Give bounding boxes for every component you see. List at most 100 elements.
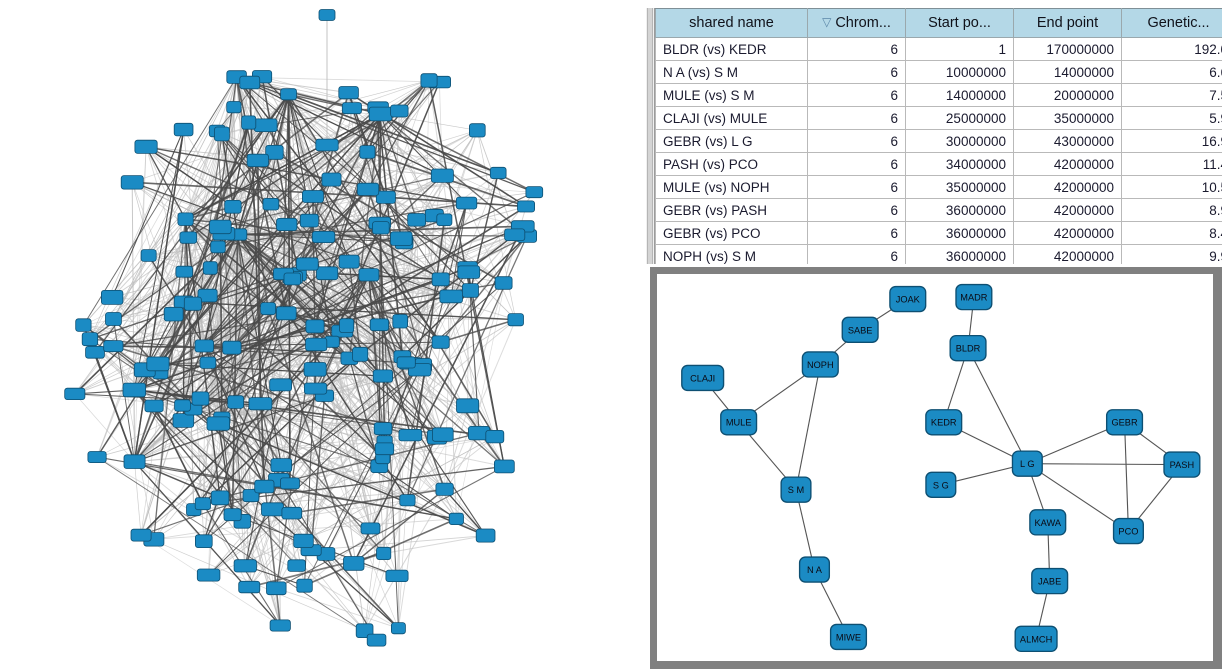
main-network-node[interactable] [279,477,300,490]
cell-genetic[interactable]: 5.9 [1121,106,1222,130]
cell-start_point[interactable]: 35000000 [905,175,1014,199]
main-network-edge[interactable] [183,271,384,459]
cell-chromosome[interactable]: 6 [807,175,906,199]
main-network-node[interactable] [241,115,257,130]
subnetwork-node-l-g[interactable]: L G [1011,450,1043,477]
table-vertical-scrollbar[interactable] [646,8,655,264]
main-network-node[interactable] [183,296,202,311]
main-network-edge[interactable] [202,503,250,588]
node-shape[interactable] [955,283,993,311]
main-network-node[interactable] [64,387,86,401]
edge-attribute-table-panel[interactable]: shared name ▽ Chrom... Start po... End po… [646,8,1222,264]
node-shape[interactable] [1112,517,1144,545]
main-network-edge[interactable] [134,461,221,499]
main-network-edge[interactable] [96,456,399,629]
main-network-edge[interactable] [450,203,468,297]
cell-chromosome[interactable]: 6 [807,198,906,222]
main-network-edge[interactable] [440,318,516,343]
cell-end_point[interactable]: 170000000 [1013,37,1122,61]
main-network-node[interactable] [407,213,427,227]
cell-start_point[interactable]: 36000000 [905,221,1014,245]
main-network-edge[interactable] [192,76,263,410]
main-network-edge[interactable] [288,94,468,269]
main-network-edge[interactable] [183,274,370,421]
cell-start_point[interactable]: 34000000 [905,152,1014,176]
main-network-edge[interactable] [145,146,234,208]
main-network-edge[interactable] [236,76,332,180]
main-network-node[interactable] [305,319,325,334]
main-network-edge[interactable] [133,146,147,391]
main-network-edge[interactable] [111,129,185,298]
main-network-edge[interactable] [384,282,504,450]
main-network-edge[interactable] [96,456,377,641]
main-network-node[interactable] [269,619,291,632]
cell-genetic[interactable]: 16.9 [1121,129,1222,153]
main-network-node[interactable] [202,261,218,275]
main-network-node[interactable] [226,101,242,114]
main-network-node[interactable] [398,428,423,442]
subnetwork-node-s-m[interactable]: S M [780,476,812,503]
main-network-edge[interactable] [236,76,368,153]
subnetwork-node-gebr[interactable]: GEBR [1105,409,1144,436]
main-network-canvas[interactable] [0,0,646,669]
main-network-edge[interactable] [185,113,381,220]
main-network-node[interactable] [352,346,369,362]
node-shape[interactable] [1163,451,1201,478]
main-network-edge[interactable] [314,273,328,327]
cell-start_point[interactable]: 36000000 [905,198,1014,222]
node-shape[interactable] [889,285,927,313]
main-network-node[interactable] [75,318,92,332]
main-network-edge[interactable] [314,241,405,370]
cell-start_point[interactable]: 36000000 [905,244,1014,264]
main-network-edge[interactable] [310,395,326,551]
main-network-edge[interactable] [311,535,486,551]
main-network-edge[interactable] [160,278,293,373]
main-network-node[interactable] [269,378,293,392]
main-network-node[interactable] [210,490,230,506]
main-network-node[interactable] [390,231,413,246]
main-network-node[interactable] [475,528,496,543]
main-network-node[interactable] [146,356,170,372]
main-network-node[interactable] [134,139,158,154]
column-header-start-point[interactable]: Start po... [905,8,1014,38]
main-network-edge[interactable] [273,94,290,153]
main-network-edge[interactable] [286,129,478,225]
node-shape[interactable] [1011,450,1043,477]
node-shape[interactable] [801,351,839,378]
main-network-edge[interactable] [370,290,471,529]
main-network-edge[interactable] [133,389,365,631]
main-network-node[interactable] [262,197,280,211]
main-network-node[interactable] [431,427,454,442]
cell-shared_name[interactable]: CLAJI (vs) MULE [655,106,808,130]
subnetwork-node-sabe[interactable]: SABE [841,316,879,344]
main-network-edge[interactable] [398,435,411,629]
main-network-edge[interactable] [259,80,430,404]
main-network-node[interactable] [338,86,359,100]
cell-chromosome[interactable]: 6 [807,106,906,130]
main-network-edge[interactable] [282,94,290,274]
main-network-edge[interactable] [278,236,325,481]
main-network-edge[interactable] [380,113,535,193]
main-network-node[interactable] [396,356,416,369]
main-network-node[interactable] [280,88,297,101]
main-network-node[interactable] [194,534,213,548]
main-network-node[interactable] [122,382,147,398]
main-network-edge[interactable] [444,488,486,536]
main-network-node[interactable] [431,272,450,287]
main-network-edge[interactable] [89,338,136,462]
main-network-node[interactable] [494,276,513,290]
main-network-edge[interactable] [132,181,370,276]
main-network-edge[interactable] [244,384,282,566]
main-network-node[interactable] [175,265,193,278]
cell-genetic[interactable]: 9.9 [1121,244,1222,264]
main-network-node[interactable] [321,172,342,187]
cell-chromosome[interactable]: 6 [807,37,906,61]
main-network-node[interactable] [238,580,261,594]
main-network-edge[interactable] [231,222,381,349]
cell-end_point[interactable]: 42000000 [1013,221,1122,245]
main-network-edge[interactable] [185,133,223,220]
